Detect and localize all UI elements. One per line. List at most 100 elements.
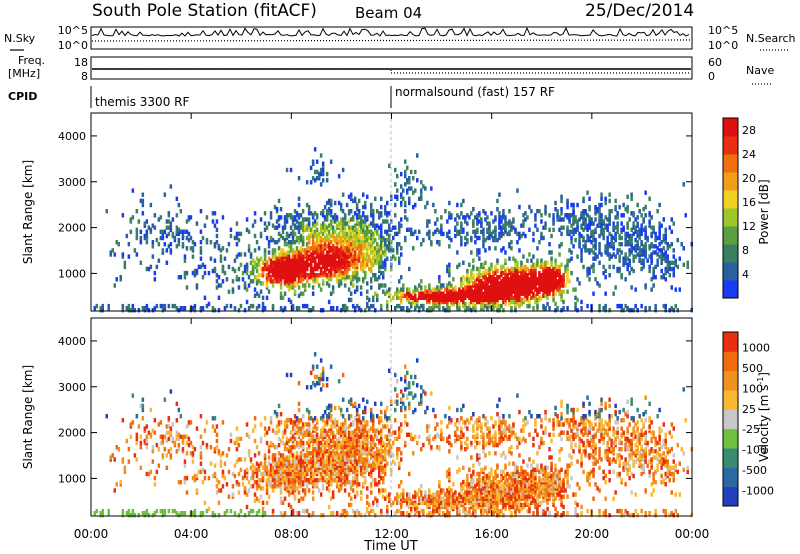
power-cell [644,190,647,195]
velocity-cell [347,430,351,435]
power-cell [289,225,293,230]
power-cell [618,204,621,210]
velocity-cell [169,453,173,458]
power-cell [325,237,329,243]
velocity-cell [343,475,347,481]
power-cell [349,275,353,280]
power-cell [406,178,409,183]
power-cell [293,281,297,286]
power-cell [468,277,471,282]
power-cell [660,248,663,253]
velocity-cell [203,428,207,433]
power-cell [167,219,171,224]
power-cell [295,235,299,241]
power-cell [478,279,481,284]
velocity-cell [237,513,241,518]
velocity-cell [255,496,259,501]
power-cell [275,207,279,212]
velocity-cell [313,461,317,466]
power-cell [311,277,315,282]
power-cell [321,231,325,237]
power-cell [528,277,531,282]
power-cell [195,221,199,226]
velocity-cell [259,478,263,483]
power-cell [291,248,295,253]
velocity-cell [151,513,155,518]
velocity-cell [289,471,293,477]
power-cell [626,231,629,237]
power-cell [119,275,122,280]
power-cell [656,235,659,241]
power-cell [588,196,591,201]
power-cell [642,248,645,253]
power-cell [632,231,635,237]
power-cell [432,287,435,292]
velocity-cell [235,436,239,442]
power-cell [364,219,367,224]
power-cell [325,250,329,255]
velocity-cell [239,508,243,514]
power-cell [422,303,425,309]
power-cell [329,306,333,311]
velocity-cell [211,473,215,479]
power-cell [500,303,503,309]
power-cell [510,285,513,290]
power-cell [570,202,573,208]
power-cell [574,215,577,220]
power-cell [528,227,531,232]
velocity-cell [321,449,325,454]
power-cell [325,266,329,272]
power-cell [522,223,525,228]
power-cell [542,235,545,241]
power-cell [488,266,491,272]
power-cell [237,308,241,313]
velocity-cell [223,461,227,466]
velocity-cell [349,467,353,472]
power-cell [666,262,669,267]
power-cell [476,266,479,272]
power-cell [179,209,183,214]
power-cell [337,283,341,288]
velocity-cell [351,449,355,454]
power-cell [574,227,577,232]
power-cell [640,240,643,245]
velocity-cell [247,480,251,485]
velocity-cell [167,436,171,442]
power-cell [368,242,371,247]
power-cell [470,250,473,255]
velocity-cell [265,500,269,505]
power-cell [584,209,587,214]
colorbar-swatch [723,190,738,209]
power-cell [199,229,203,234]
power-cell [380,244,383,249]
power-cell [456,291,459,296]
power-cell [448,215,451,220]
power-cell [490,262,493,267]
power-cell [301,291,305,296]
velocity-cell [295,440,299,446]
velocity-cell [303,488,307,493]
power-cell [235,275,239,280]
power-cell [408,176,411,181]
power-cell [313,277,317,282]
power-cell [305,235,309,241]
power-cell [305,180,309,185]
velocity-cell [239,467,243,472]
power-cell [432,202,435,208]
power-cell [470,308,473,313]
velocity-cell [345,469,349,475]
power-cell [311,256,315,261]
velocity-cell [175,511,179,516]
power-cell [500,215,503,220]
power-cell [293,250,297,255]
power-cell [285,231,289,237]
power-cell [311,246,315,251]
velocity-cell [349,447,353,452]
power-cell [317,273,321,278]
velocity-cell [339,430,343,435]
velocity-cell [309,457,313,462]
power-cell [574,306,577,311]
velocity-cell [345,426,349,431]
power-cell [277,231,281,237]
power-cell [273,260,277,265]
